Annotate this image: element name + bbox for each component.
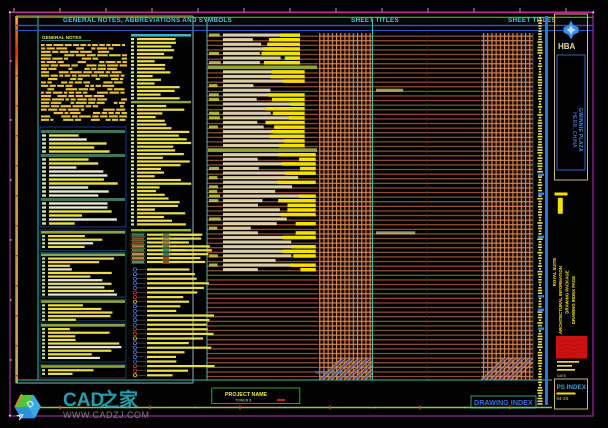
svg-text:ARCHITECTURAL INFORMATION: ARCHITECTURAL INFORMATION <box>558 266 563 334</box>
svg-text:ROYAL SUITE: ROYAL SUITE <box>552 258 557 287</box>
svg-text:A: A <box>15 411 27 422</box>
svg-text:PS INDEX: PS INDEX <box>557 384 587 391</box>
svg-text:GENERAL NOTES: GENERAL NOTES <box>42 35 81 40</box>
svg-text:之家: 之家 <box>100 388 139 411</box>
svg-text:HBA: HBA <box>558 42 576 51</box>
svg-text:HERB, CHINA: HERB, CHINA <box>571 112 577 148</box>
svg-text:DRAWING INDEX: DRAWING INDEX <box>474 398 533 407</box>
svg-text:PROJECT NAME: PROJECT NAME <box>225 392 268 398</box>
svg-text:DRAWING INDEX PAGE: DRAWING INDEX PAGE <box>571 276 576 324</box>
svg-text:DRAWING PACKAGE: DRAWING PACKAGE <box>565 270 570 313</box>
svg-text:SHEET TITLES: SHEET TITLES <box>351 17 399 24</box>
svg-text:04-20: 04-20 <box>557 396 569 401</box>
svg-text:SHEET TITLES: SHEET TITLES <box>508 17 556 24</box>
svg-text:TOWER 8: TOWER 8 <box>235 399 251 403</box>
svg-text:WWW.CADZJ.COM: WWW.CADZJ.COM <box>63 410 150 420</box>
svg-text:CAD: CAD <box>63 390 104 411</box>
svg-text:DATE: DATE <box>557 374 567 378</box>
svg-text:SPACE TYPE: SPACE TYPE <box>315 370 343 375</box>
